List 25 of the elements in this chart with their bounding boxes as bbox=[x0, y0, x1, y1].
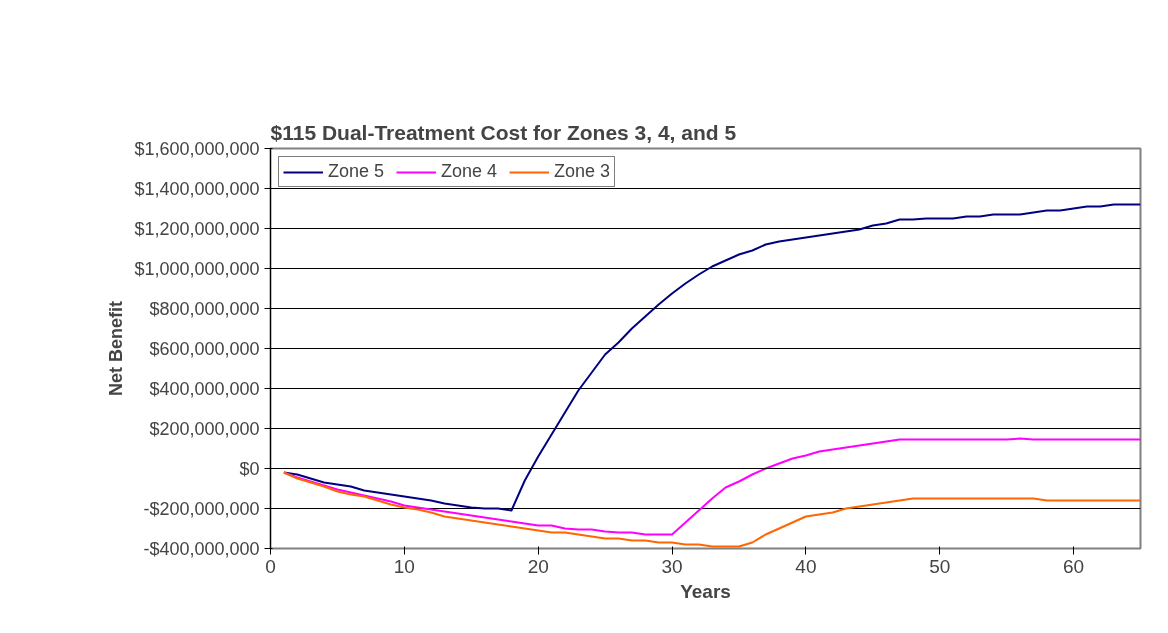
y-tick-label: -$400,000,000 bbox=[143, 538, 260, 559]
x-tick-label: 60 bbox=[1063, 555, 1085, 577]
y-tick-label: -$200,000,000 bbox=[143, 498, 260, 519]
x-tick-label: 20 bbox=[527, 555, 549, 577]
y-tick-label: $1,200,000,000 bbox=[134, 218, 260, 239]
line-series bbox=[282, 471, 1141, 548]
x-tick-label: 40 bbox=[795, 555, 817, 577]
y-tick-label: $0 bbox=[239, 458, 260, 479]
x-tick-label: 30 bbox=[661, 555, 683, 577]
y-tick-label: $400,000,000 bbox=[149, 378, 260, 399]
x-tick-label: 0 bbox=[265, 555, 276, 577]
y-tick-label: $1,400,000,000 bbox=[134, 178, 260, 199]
y-tick-label: $600,000,000 bbox=[149, 338, 260, 359]
x-axis-title: Years bbox=[680, 580, 731, 602]
legend-label: Zone 5 bbox=[328, 161, 385, 182]
legend-label: Zone 3 bbox=[554, 161, 611, 182]
y-tick-label: $800,000,000 bbox=[149, 298, 260, 319]
chart-title: $115 Dual-Treatment Cost for Zones 3, 4, and 5 bbox=[270, 120, 737, 144]
y-tick-label: $1,000,000,000 bbox=[134, 258, 260, 279]
x-tick-label: 10 bbox=[393, 555, 415, 577]
y-axis-title: Net Benefit bbox=[106, 300, 127, 396]
x-tick-label: 50 bbox=[929, 555, 951, 577]
y-tick-label: $200,000,000 bbox=[149, 418, 260, 439]
y-tick-label: $1,600,000,000 bbox=[134, 138, 260, 159]
legend-label: Zone 4 bbox=[441, 161, 498, 182]
